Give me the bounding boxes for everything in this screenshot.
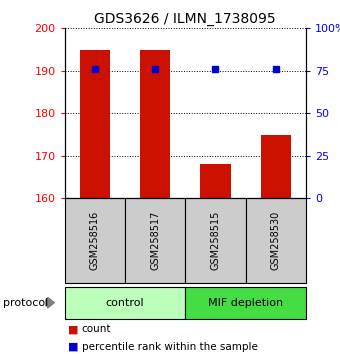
Text: ■: ■ (68, 342, 79, 352)
Text: MIF depletion: MIF depletion (208, 298, 283, 308)
Text: control: control (106, 298, 144, 308)
Bar (185, 287, 306, 319)
Bar (80, 50, 110, 198)
Text: protocol: protocol (3, 298, 49, 308)
Bar (125, 198, 185, 283)
Bar (245, 198, 306, 283)
Bar (200, 164, 231, 198)
Bar (140, 50, 170, 198)
Text: GSM258516: GSM258516 (90, 211, 100, 270)
Text: GSM258517: GSM258517 (150, 211, 160, 270)
Text: GSM258515: GSM258515 (210, 211, 220, 270)
Title: GDS3626 / ILMN_1738095: GDS3626 / ILMN_1738095 (95, 12, 276, 26)
Bar (65, 198, 125, 283)
Text: percentile rank within the sample: percentile rank within the sample (82, 342, 257, 352)
Bar (185, 198, 245, 283)
Bar (261, 135, 291, 198)
Text: count: count (82, 324, 111, 334)
Bar (65, 287, 185, 319)
Text: ■: ■ (68, 324, 79, 334)
Text: GSM258530: GSM258530 (271, 211, 281, 270)
